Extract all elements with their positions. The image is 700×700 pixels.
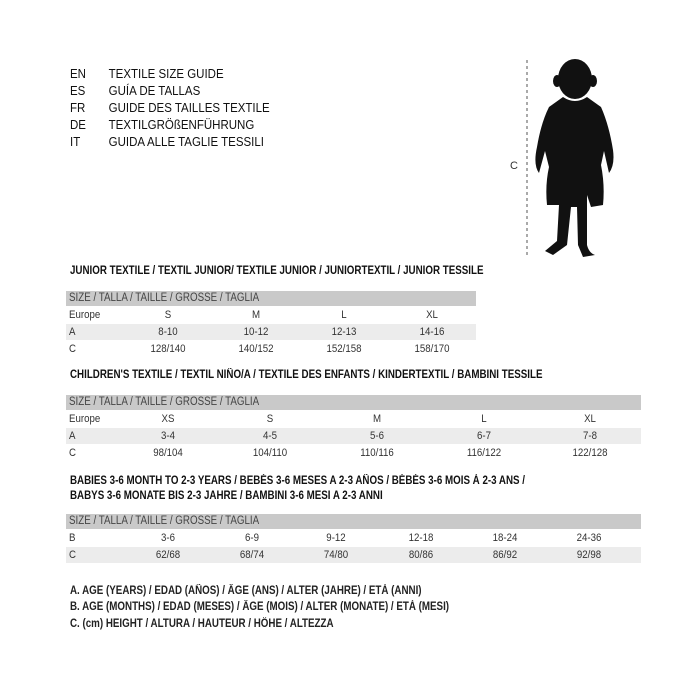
row-label: A — [69, 326, 76, 338]
child-silhouette-icon — [535, 59, 614, 257]
row-label: C — [69, 343, 76, 355]
table-cell: XL — [584, 413, 596, 425]
size-table: SIZE / TALLA / TAILLE / GRÖSSE / TAGLIA E… — [66, 395, 641, 461]
row-label: B — [69, 532, 76, 544]
table-cell: 8-10 — [158, 326, 178, 338]
table-cell: 104/110 — [252, 447, 288, 459]
table-cell: L — [341, 309, 347, 321]
table-title: BABIES 3-6 MONTH TO 2-3 YEARS / BEBÉS 3-… — [70, 475, 526, 487]
language-code: DE — [70, 118, 86, 132]
table-cell: XL — [426, 309, 438, 321]
table-cell: 62/68 — [155, 549, 181, 561]
table-row: B 3-6 6-9 9-12 12-18 18-24 24-36 — [66, 530, 641, 546]
table-cell: S — [266, 413, 274, 425]
table-cell: S — [164, 309, 172, 321]
table-cell: 14-16 — [419, 326, 445, 338]
table-cell: 140/152 — [238, 343, 274, 355]
table-title: CHILDREN'S TEXTILE / TEXTIL NIÑO/A / TEX… — [70, 369, 543, 381]
table-cell: M — [251, 309, 261, 321]
table-header-label: SIZE / TALLA / TAILLE / GRÖSSE / TAGLIA — [69, 515, 260, 527]
legend-line: A. AGE (YEARS) / EDAD (AÑOS) / ÂGE (ANS)… — [70, 585, 422, 597]
table-row: A 3-4 4-5 5-6 6-7 7-8 — [66, 428, 641, 444]
language-code: IT — [70, 135, 81, 149]
language-title: GUIDE DES TAILLES TEXTILE — [108, 101, 270, 115]
table-title: BABYS 3-6 MONATE BIS 2-3 JAHRE / BAMBINI… — [70, 490, 383, 502]
table-cell: 7-8 — [583, 430, 597, 442]
table-cell: 98/104 — [153, 447, 183, 459]
table-cell: 9-12 — [326, 532, 346, 544]
table-cell: 122/128 — [572, 447, 608, 459]
table-cell: 6-9 — [245, 532, 259, 544]
language-line: EN TEXTILE SIZE GUIDE — [70, 67, 224, 81]
legend-line: C. (cm) HEIGHT / ALTURA / HAUTEUR / HÖHE… — [70, 618, 334, 630]
table-cell: 3-6 — [161, 532, 175, 544]
table-cell: 10-12 — [243, 326, 269, 338]
table-cell: 6-7 — [477, 430, 491, 442]
language-line: IT GUIDA ALLE TAGLIE TESSILI — [70, 135, 264, 149]
table-header: SIZE / TALLA / TAILLE / GRÖSSE / TAGLIA — [66, 395, 641, 410]
table-cell: 80/86 — [408, 549, 434, 561]
table-row: C 98/104 104/110 110/116 116/122 122/128 — [66, 445, 641, 461]
language-title: TEXTILE SIZE GUIDE — [108, 67, 224, 81]
row-label: Europe — [69, 413, 101, 425]
table-cell: 128/140 — [150, 343, 186, 355]
language-title: TEXTILGRÖßENFÜHRUNG — [108, 118, 255, 132]
table-cell: M — [372, 413, 382, 425]
table-cell: 18-24 — [492, 532, 518, 544]
table-cell: 24-36 — [576, 532, 602, 544]
table-row: Europe S M L XL — [66, 307, 476, 323]
table-header-label: SIZE / TALLA / TAILLE / GRÖSSE / TAGLIA — [69, 396, 260, 408]
language-code: EN — [70, 67, 86, 81]
size-table: SIZE / TALLA / TAILLE / GRÖSSE / TAGLIA E… — [66, 291, 476, 357]
table-row: A 8-10 10-12 12-13 14-16 — [66, 324, 476, 340]
table-row: Europe XS S M L XL — [66, 411, 641, 427]
language-line: DE TEXTILGRÖßENFÜHRUNG — [70, 118, 254, 132]
row-label: A — [69, 430, 76, 442]
language-line: ES GUÍA DE TALLAS — [70, 84, 200, 98]
table-cell: 152/158 — [326, 343, 362, 355]
table-header: SIZE / TALLA / TAILLE / GRÖSSE / TAGLIA — [66, 291, 476, 306]
table-cell: 68/74 — [239, 549, 265, 561]
size-table: SIZE / TALLA / TAILLE / GRÖSSE / TAGLIA B… — [66, 514, 641, 563]
table-cell: 158/170 — [414, 343, 450, 355]
table-cell: L — [481, 413, 487, 425]
table-title: JUNIOR TEXTILE / TEXTIL JUNIOR/ TEXTILE … — [70, 265, 484, 277]
table-cell: 74/80 — [323, 549, 349, 561]
table-cell: 12-13 — [331, 326, 357, 338]
row-label: C — [69, 447, 76, 459]
table-cell: 92/98 — [576, 549, 602, 561]
row-label: Europe — [69, 309, 101, 321]
table-cell: XS — [161, 413, 175, 425]
table-cell: 110/116 — [360, 447, 394, 459]
child-silhouette-figure: C — [510, 59, 614, 258]
table-cell: 116/122 — [466, 447, 502, 459]
language-title: GUÍA DE TALLAS — [108, 84, 201, 98]
language-code: FR — [70, 101, 86, 115]
legend-line: B. AGE (MONTHS) / EDAD (MESES) / ÂGE (MO… — [70, 601, 450, 613]
table-cell: 3-4 — [161, 430, 175, 442]
table-header: SIZE / TALLA / TAILLE / GRÖSSE / TAGLIA — [66, 514, 641, 529]
language-line: FR GUIDE DES TAILLES TEXTILE — [70, 101, 270, 115]
language-title: GUIDA ALLE TAGLIE TESSILI — [108, 135, 264, 149]
table-cell: 4-5 — [263, 430, 277, 442]
language-code: ES — [70, 84, 86, 98]
table-cell: 5-6 — [370, 430, 384, 442]
table-header-label: SIZE / TALLA / TAILLE / GRÖSSE / TAGLIA — [69, 292, 260, 304]
height-label: C — [510, 160, 518, 172]
table-cell: 86/92 — [492, 549, 518, 561]
row-label: C — [69, 549, 76, 561]
table-cell: 12-18 — [408, 532, 434, 544]
table-row: C 62/68 68/74 74/80 80/86 86/92 92/98 — [66, 547, 641, 563]
table-row: C 128/140 140/152 152/158 158/170 — [66, 341, 476, 357]
